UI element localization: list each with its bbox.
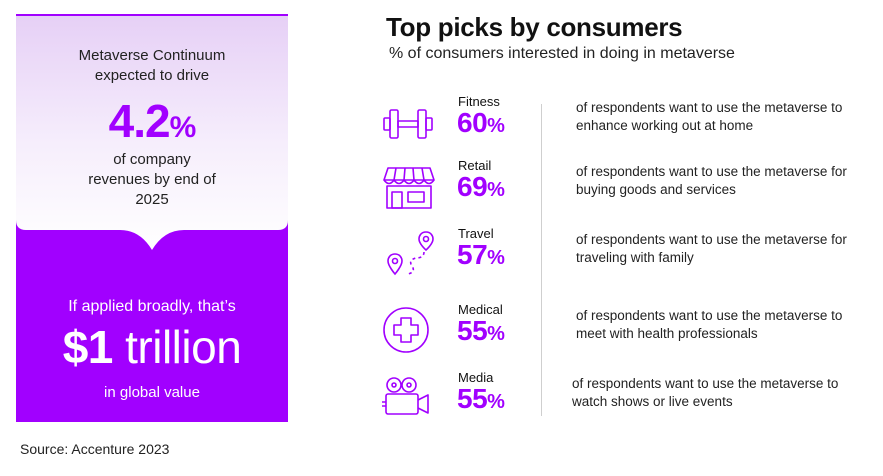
pick-description: of respondents want to use the metaverse…: [576, 100, 843, 133]
pick-name: Retail: [458, 158, 492, 173]
revenue-percent: 4.2%: [108, 95, 197, 147]
route-pins-icon: [387, 231, 434, 276]
trillion-value: $1 trillion: [62, 321, 242, 373]
global-value-text: in global value: [104, 384, 200, 401]
pick-row-medical: Medical 55% of respondents want to use t…: [380, 302, 880, 362]
pick-description: of respondents want to use the metaverse…: [576, 308, 843, 341]
panel-background: [16, 14, 288, 422]
pick-row-fitness: Fitness 60% of respondents want to use t…: [380, 94, 880, 154]
medical-cross-icon: [383, 307, 429, 353]
pick-name: Travel: [458, 226, 494, 241]
intro-text: Metaverse Continuum expected to drive: [78, 47, 226, 84]
page-subtitle: % of consumers interested in doing in me…: [389, 45, 735, 62]
source-note: Source: Accenture 2023: [20, 441, 170, 457]
pick-name: Fitness: [458, 94, 500, 109]
pick-percent: 69%: [457, 171, 505, 202]
pick-percent: 57%: [457, 239, 505, 270]
pick-description: of respondents want to use the metaverse…: [576, 232, 847, 265]
revenue-panel: Metaverse Continuum expected to drive 4.…: [16, 14, 288, 422]
pick-row-travel: Travel 57% of respondents want to use th…: [380, 226, 880, 286]
storefront-icon: [383, 167, 435, 209]
video-camera-icon: [382, 377, 429, 415]
page-title: Top picks by consumers: [386, 12, 683, 42]
pick-row-retail: Retail 69% of respondents want to use th…: [380, 158, 880, 218]
pick-percent: 55%: [457, 383, 505, 414]
pick-name: Media: [458, 370, 494, 385]
pick-percent: 60%: [457, 107, 505, 138]
pick-name: Medical: [458, 302, 503, 317]
pick-description: of respondents want to use the metaverse…: [572, 376, 839, 409]
pick-description: of respondents want to use the metaverse…: [576, 164, 847, 197]
pick-percent: 55%: [457, 315, 505, 346]
pick-row-media: Media 55% of respondents want to use the…: [380, 370, 880, 430]
outro-text: of company revenues by end of 2025: [88, 151, 216, 208]
divider: [541, 104, 542, 416]
applied-text: If applied broadly, that’s: [68, 298, 236, 315]
dumbbell-icon: [383, 109, 433, 139]
